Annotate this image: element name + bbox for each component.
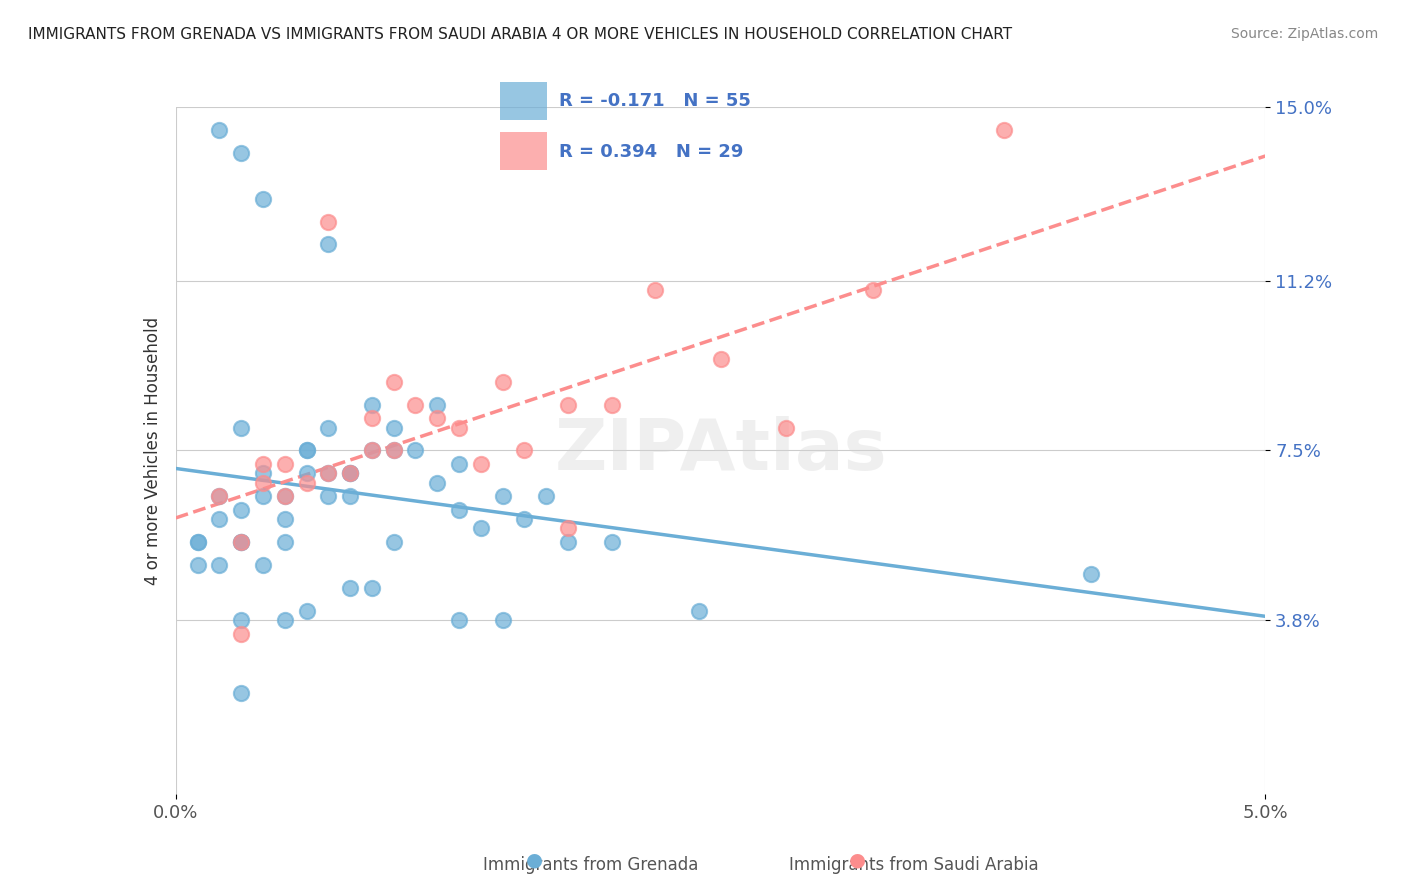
- Text: IMMIGRANTS FROM GRENADA VS IMMIGRANTS FROM SAUDI ARABIA 4 OR MORE VEHICLES IN HO: IMMIGRANTS FROM GRENADA VS IMMIGRANTS FR…: [28, 27, 1012, 42]
- Point: [775, 420, 797, 434]
- Point: [644, 283, 666, 297]
- Point: [274, 512, 297, 526]
- Point: [231, 420, 253, 434]
- Text: Immigrants from Grenada: Immigrants from Grenada: [482, 856, 699, 874]
- Point: [208, 489, 231, 503]
- Point: [295, 604, 318, 618]
- Text: R = 0.394   N = 29: R = 0.394 N = 29: [560, 143, 744, 161]
- Point: [208, 558, 231, 572]
- Point: [513, 443, 536, 458]
- Point: [557, 398, 579, 412]
- Text: R = -0.171   N = 55: R = -0.171 N = 55: [560, 93, 751, 111]
- Point: [274, 457, 297, 471]
- Point: [231, 503, 253, 517]
- Point: [318, 489, 340, 503]
- Point: [360, 398, 382, 412]
- Point: [252, 192, 274, 206]
- Point: [447, 420, 470, 434]
- Point: [600, 535, 623, 549]
- Point: [426, 398, 449, 412]
- Point: [339, 489, 361, 503]
- Text: ●: ●: [526, 851, 543, 870]
- Point: [295, 467, 318, 481]
- Point: [360, 581, 382, 595]
- Point: [447, 613, 470, 627]
- Text: ●: ●: [849, 851, 866, 870]
- Point: [295, 475, 318, 490]
- Point: [186, 558, 209, 572]
- Point: [274, 535, 297, 549]
- Point: [252, 475, 274, 490]
- Point: [360, 443, 382, 458]
- Point: [318, 214, 340, 228]
- Point: [231, 535, 253, 549]
- Point: [557, 521, 579, 535]
- Point: [710, 351, 733, 366]
- Point: [231, 626, 253, 640]
- Point: [688, 604, 710, 618]
- Point: [318, 467, 340, 481]
- Point: [382, 443, 405, 458]
- Point: [231, 686, 253, 700]
- Point: [252, 558, 274, 572]
- Point: [600, 398, 623, 412]
- Point: [557, 535, 579, 549]
- Point: [360, 443, 382, 458]
- Point: [318, 237, 340, 252]
- Point: [208, 489, 231, 503]
- Point: [231, 535, 253, 549]
- Point: [382, 443, 405, 458]
- Point: [208, 123, 231, 137]
- Point: [274, 489, 297, 503]
- Point: [318, 420, 340, 434]
- Point: [492, 375, 515, 389]
- Point: [447, 503, 470, 517]
- Point: [426, 411, 449, 425]
- Point: [339, 467, 361, 481]
- Point: [382, 420, 405, 434]
- Point: [186, 535, 209, 549]
- Point: [339, 581, 361, 595]
- Point: [360, 411, 382, 425]
- Point: [1080, 567, 1102, 582]
- Point: [470, 457, 492, 471]
- Point: [186, 535, 209, 549]
- Point: [252, 457, 274, 471]
- Point: [426, 475, 449, 490]
- Text: Immigrants from Saudi Arabia: Immigrants from Saudi Arabia: [789, 856, 1039, 874]
- Point: [231, 145, 253, 160]
- Point: [252, 467, 274, 481]
- Y-axis label: 4 or more Vehicles in Household: 4 or more Vehicles in Household: [143, 317, 162, 584]
- Text: Source: ZipAtlas.com: Source: ZipAtlas.com: [1230, 27, 1378, 41]
- Bar: [501, 132, 547, 169]
- Point: [382, 375, 405, 389]
- Point: [513, 512, 536, 526]
- Text: ZIPAtlas: ZIPAtlas: [554, 416, 887, 485]
- Point: [862, 283, 884, 297]
- Point: [295, 443, 318, 458]
- Point: [274, 489, 297, 503]
- Point: [231, 535, 253, 549]
- Point: [274, 613, 297, 627]
- Point: [252, 489, 274, 503]
- Point: [534, 489, 557, 503]
- Point: [492, 489, 515, 503]
- Point: [382, 535, 405, 549]
- Point: [208, 512, 231, 526]
- Point: [492, 613, 515, 627]
- Point: [405, 443, 427, 458]
- Point: [339, 467, 361, 481]
- Bar: [501, 82, 547, 120]
- Point: [339, 467, 361, 481]
- Point: [318, 467, 340, 481]
- Point: [993, 123, 1015, 137]
- Point: [231, 613, 253, 627]
- Point: [405, 398, 427, 412]
- Point: [447, 457, 470, 471]
- Point: [470, 521, 492, 535]
- Point: [295, 443, 318, 458]
